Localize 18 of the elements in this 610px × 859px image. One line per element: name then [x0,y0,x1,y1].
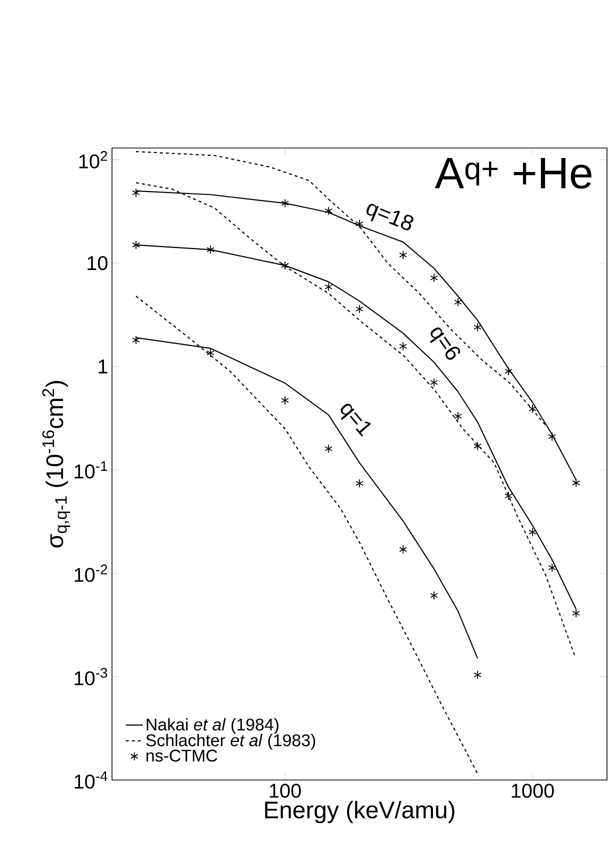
legend-label: Schlachter et al (1983) [146,734,316,750]
x-tick-label: 1000 [512,784,554,798]
y-axis-title: σ$_{q,q-1}$ (10$^{-16}$cm$^{2}$) [42,381,70,548]
x-axis-title: Energy (keV/amu) [265,800,454,824]
legend-label: ns-CTMC [146,750,218,762]
annotation: q=18 [366,204,414,230]
y-tick-label: 10$^{-4}$ [74,771,108,789]
chart-title: A$^{q+}$ +He [434,158,592,189]
y-tick-label: 10$^{2}$ [79,151,108,168]
legend-label: Nakai et al (1984) [146,718,278,734]
y-tick-label: 10 [88,256,108,270]
y-tick-label: 10$^{-1}$ [74,461,108,479]
annotation: q=6 [430,328,460,360]
annotation: q=1 [340,404,371,437]
x-tick-label: 100 [270,784,301,798]
y-tick-label: 10$^{-3}$ [74,668,108,686]
y-tick-label: 10$^{-2}$ [74,564,108,582]
y-tick-label: 1 [98,360,108,374]
